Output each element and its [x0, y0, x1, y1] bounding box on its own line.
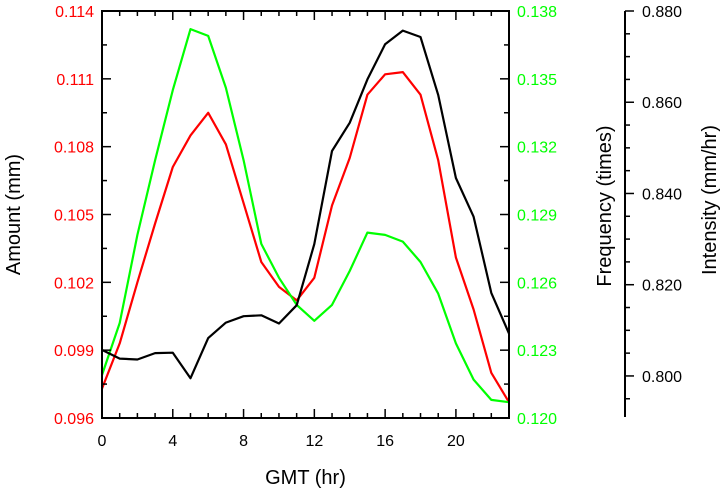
- frequency-tick-label: 0.132: [517, 140, 557, 157]
- frequency-tick-label: 0.123: [517, 343, 557, 360]
- series-layer: [100, 28, 511, 404]
- amount-axis: 0.096 0.099 0.102 0.105 0.108 0.111 0.114: [54, 4, 111, 428]
- amount-tick-label: 0.096: [54, 411, 94, 428]
- x-tick-label: 8: [239, 433, 248, 450]
- intensity-tick-label: 0.800: [642, 369, 682, 386]
- x-tick-label: 16: [376, 433, 394, 450]
- x-axis: 0 4 8 12 16 20: [98, 11, 510, 450]
- frequency-tick-label: 0.126: [517, 275, 557, 292]
- x-tick-label: 0: [98, 433, 107, 450]
- frequency-tick-label: 0.129: [517, 208, 557, 225]
- intensity-axis-label: Intensity (mm/hr): [699, 125, 721, 275]
- intensity-tick-label: 0.820: [642, 278, 682, 295]
- frequency-tick-label: 0.138: [517, 4, 557, 21]
- frequency-tick-label: 0.135: [517, 72, 557, 89]
- amount-tick-label: 0.111: [56, 72, 94, 89]
- frequency-axis-label: Frequency (times): [594, 125, 616, 286]
- frequency-series-line: [100, 28, 510, 404]
- x-tick-label: 4: [168, 433, 177, 450]
- x-tick-label: 20: [447, 433, 465, 450]
- amount-axis-label: Amount (mm): [3, 154, 25, 275]
- x-tick-label: 12: [305, 433, 323, 450]
- intensity-tick-label: 0.860: [642, 95, 682, 112]
- x-axis-label: GMT (hr): [265, 467, 346, 489]
- amount-tick-label: 0.114: [55, 4, 94, 21]
- frequency-tick-label: 0.120: [517, 411, 557, 428]
- intensity-axis: 0.800 0.820 0.840 0.860 0.880: [624, 4, 682, 417]
- frequency-axis: 0.120 0.123 0.126 0.129 0.132 0.135 0.138: [500, 4, 557, 428]
- amount-tick-label: 0.105: [54, 208, 94, 225]
- intensity-series-line: [101, 29, 511, 380]
- intensity-tick-label: 0.840: [642, 186, 682, 203]
- amount-tick-label: 0.099: [54, 343, 94, 360]
- amount-tick-label: 0.102: [54, 275, 94, 292]
- amount-tick-label: 0.108: [54, 140, 94, 157]
- intensity-tick-label: 0.880: [642, 4, 682, 21]
- amount-series-line: [100, 70, 510, 403]
